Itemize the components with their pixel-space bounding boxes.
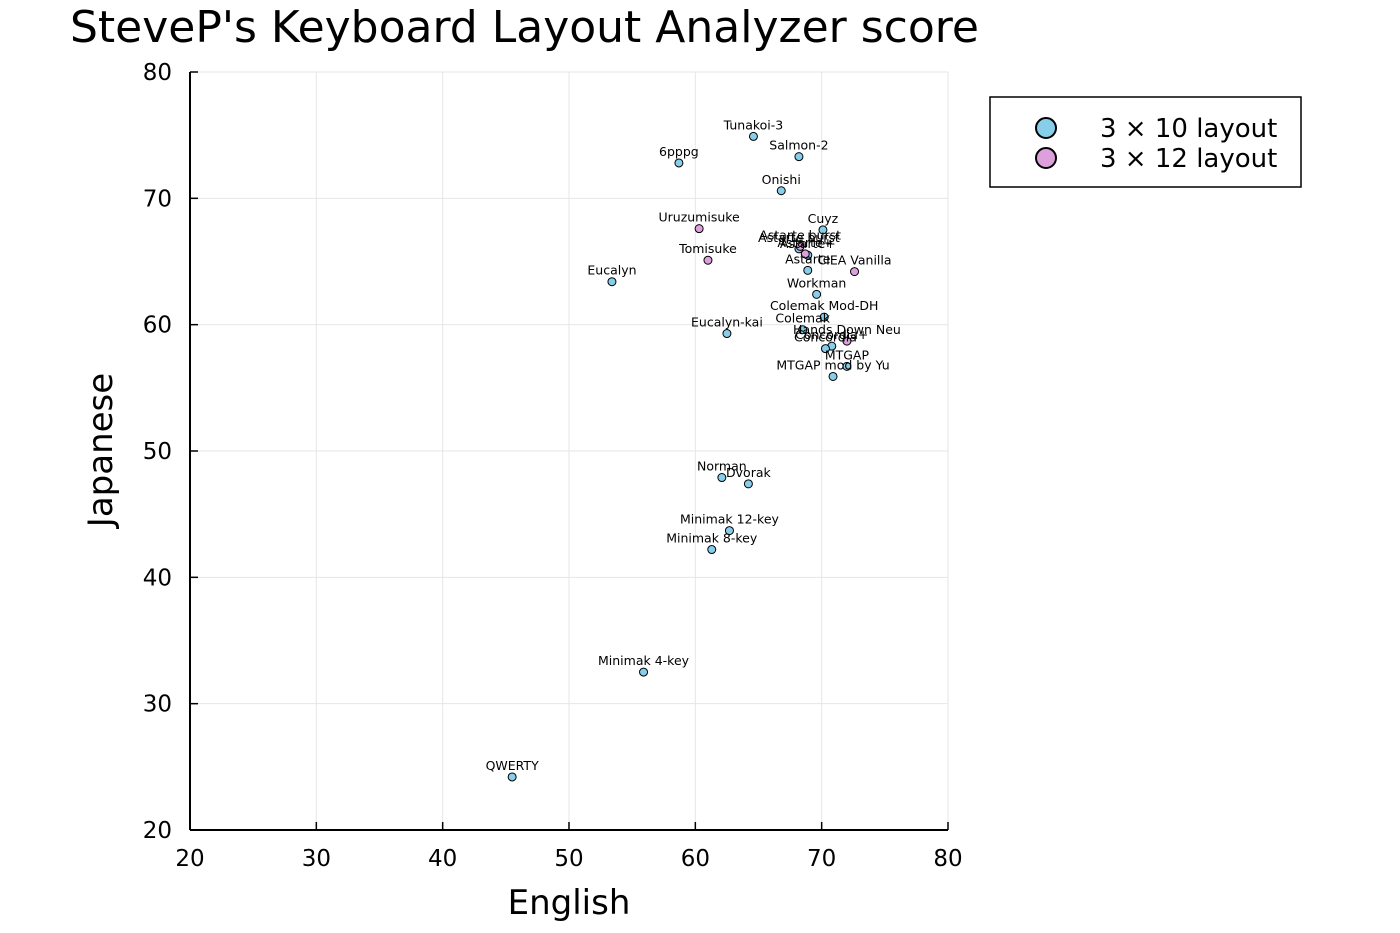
data-point-label: QWERTY: [486, 758, 540, 773]
data-point: [819, 312, 829, 322]
data-point-label: Minimak 8-key: [666, 531, 758, 546]
axes-layer: 20 30 40 50 60 70 80 20 30 40 50 60 70 80: [143, 60, 963, 872]
grid-layer: [189, 71, 949, 831]
data-point-label: Astarte+: [780, 236, 836, 251]
x-tick-label: 50: [554, 846, 583, 872]
data-point-label: Eucalyn-kai: [691, 315, 763, 330]
data-point: [812, 289, 822, 299]
data-point: [607, 277, 617, 287]
data-point-label: Norman: [697, 459, 747, 474]
data-point: [818, 225, 828, 235]
x-tick-label: 60: [681, 846, 710, 872]
data-point-label: Onishi: [762, 172, 801, 187]
data-point: [748, 131, 758, 141]
chart-title: SteveP's Keyboard Layout Analyzer score: [70, 2, 979, 53]
data-point: [842, 361, 852, 371]
legend-box: [989, 96, 1302, 188]
x-tick-label: 20: [175, 846, 204, 872]
x-tick-label: 70: [807, 846, 836, 872]
data-point: [703, 255, 713, 265]
data-point-label: Tomisuke: [678, 241, 737, 256]
data-point: [776, 186, 786, 196]
data-point: [794, 152, 804, 162]
x-tick-label: 30: [302, 846, 331, 872]
y-tick-label: 80: [143, 60, 172, 86]
data-point: [674, 158, 684, 168]
data-point: [800, 249, 810, 259]
data-point-label: Uruzumisuke: [658, 210, 740, 225]
y-tick-label: 50: [143, 439, 172, 465]
data-point: [694, 224, 704, 234]
data-point-label: MTGAP mod by Yu: [776, 357, 889, 372]
data-point: [803, 265, 813, 275]
data-point-label: CIEA Vanilla: [817, 253, 891, 268]
y-tick-label: 70: [143, 186, 172, 212]
data-point: [724, 526, 734, 536]
legend-marker: [1035, 117, 1057, 139]
data-point: [850, 267, 860, 277]
data-point-label: Astarte burst: [758, 230, 840, 245]
data-point-label: Dvorak: [726, 465, 771, 480]
legend-marker: [1035, 147, 1057, 169]
data-point-label: Astarte+: [777, 235, 833, 250]
data-point: [798, 325, 808, 335]
data-point: [639, 667, 649, 677]
data-point-label: Workman: [787, 275, 846, 290]
y-tick-label: 20: [143, 818, 172, 844]
points-layer: [507, 131, 860, 782]
data-point-label: Concordia+: [795, 327, 868, 342]
data-point-label: Colemak: [775, 311, 830, 326]
data-point-label: 6pppg: [659, 144, 699, 159]
data-point-label: Concordia: [794, 330, 857, 345]
data-point: [828, 371, 838, 381]
data-point: [743, 479, 753, 489]
data-point: [707, 545, 717, 555]
data-point: [722, 329, 732, 339]
data-point-label: Eucalyn: [587, 263, 636, 278]
data-point: [842, 336, 852, 346]
data-point: [795, 241, 805, 251]
data-point-label: Minimak 4-key: [598, 653, 690, 668]
data-point-label: Minimak 12-key: [680, 512, 780, 527]
y-axis-label: Japanese: [81, 373, 121, 529]
data-point-label: Hands Down Neu: [793, 322, 901, 337]
data-point: [717, 473, 727, 483]
legend-entry-label: 3 × 10 layout: [1100, 114, 1277, 144]
data-point: [820, 344, 830, 354]
y-tick-label: 60: [143, 313, 172, 339]
legend-entry-label: 3 × 12 layout: [1100, 144, 1277, 174]
point-labels-layer: Tunakoi-3 Salmon-2 6pppg Onishi Cuyz Astarte …: [486, 117, 901, 773]
x-axis-label: English: [508, 883, 631, 923]
y-tick-label: 30: [143, 692, 172, 718]
x-tick-label: 40: [428, 846, 457, 872]
data-point-label: Cuyz: [808, 211, 839, 226]
data-point-label: MTGAP: [825, 347, 870, 362]
data-point-label: Tunakoi-3: [723, 117, 784, 132]
data-point-label: Colemak Mod-DH: [770, 298, 879, 313]
data-point-label: Astarte: [785, 251, 831, 266]
data-point-label: Astarte burst: [759, 227, 841, 242]
x-tick-label: 80: [933, 846, 962, 872]
data-point: [507, 772, 517, 782]
y-tick-label: 40: [143, 565, 172, 591]
data-point-label: Salmon-2: [769, 138, 828, 153]
